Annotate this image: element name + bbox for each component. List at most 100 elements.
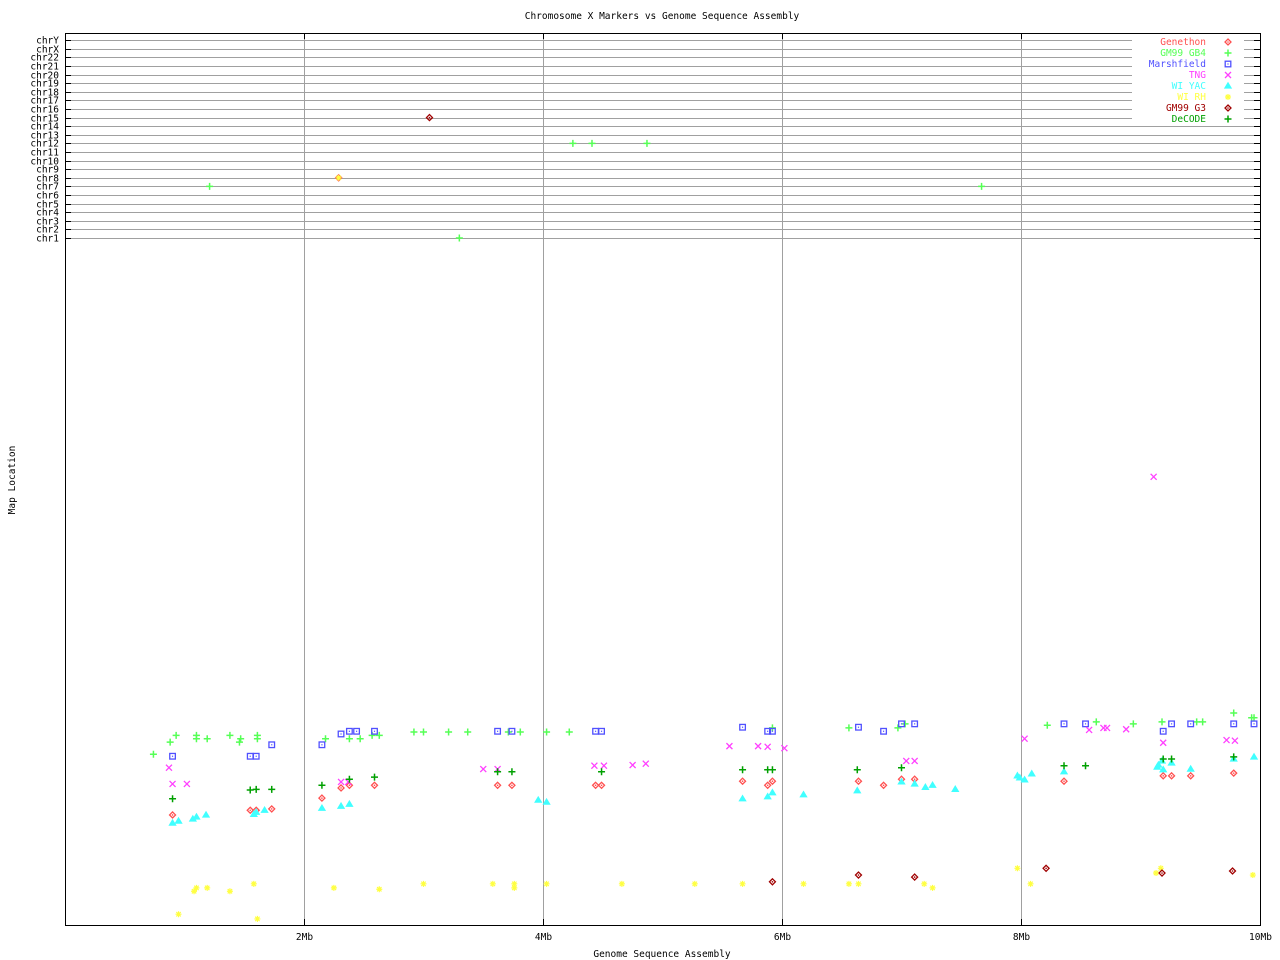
point-wi-rh [254, 915, 261, 922]
point-wi-yac [336, 801, 346, 809]
axes: chr1chr2chr3chr4chr5chr6chr7chr8chr9chr1… [30, 33, 1272, 943]
y-tick-label: chr17 [30, 96, 59, 107]
y-tick-label: chr11 [30, 148, 59, 159]
point-wi-rh-chr8 [335, 174, 342, 181]
point-gm99-gb4-chr12 [588, 139, 596, 147]
point-wi-rh [1157, 865, 1164, 872]
point-tng [902, 757, 910, 765]
point-decode [768, 766, 776, 774]
point-decode [268, 785, 276, 793]
legend-bg [1132, 48, 1244, 59]
point-wi-rh [543, 880, 550, 887]
point-wi-yac [317, 803, 327, 811]
y-tick-label: chr9 [36, 165, 59, 176]
legend-entry-genethon: Genethon [1160, 37, 1206, 48]
point-genethon [763, 781, 772, 790]
point-wi-rh [618, 880, 625, 887]
point-gm99-gb4 [356, 735, 364, 743]
point-tng [600, 762, 608, 770]
point-tng [1150, 473, 1158, 481]
point-marshfield [739, 723, 747, 731]
point-decode [1230, 753, 1238, 761]
point-marshfield [911, 720, 919, 728]
legend-marker-marshfield [1224, 60, 1232, 68]
data-points [149, 113, 1259, 922]
point-marshfield [345, 727, 353, 735]
point-gm99-gb4 [1230, 709, 1238, 717]
point-decode [252, 785, 260, 793]
point-tng [1159, 739, 1167, 747]
point-tng [165, 764, 173, 772]
point-tng [590, 762, 598, 770]
y-tick-label: chr2 [36, 225, 59, 236]
grid [65, 33, 1260, 925]
point-wi-yac [897, 777, 906, 785]
point-wi-rh [845, 880, 852, 887]
point-genethon [591, 781, 600, 790]
point-wi-yac [1059, 767, 1069, 775]
point-gm99-gb4 [1250, 714, 1258, 722]
point-gm99-gb4 [845, 724, 853, 732]
y-tick-label: chr13 [30, 131, 59, 142]
point-tng [1021, 735, 1029, 743]
legend-entry-gm99-g3: GM99 G3 [1166, 103, 1206, 114]
point-wi-rh [1014, 865, 1021, 872]
y-tick-label: chr1 [36, 234, 59, 245]
point-marshfield [268, 741, 276, 749]
point-wi-yac [201, 810, 211, 818]
y-tick-label: chr10 [30, 157, 59, 168]
point-gm99-gb4 [1092, 718, 1100, 726]
y-tick-label: chr5 [36, 200, 59, 211]
legend-marker-decode [1224, 115, 1232, 123]
point-gm99-gb4 [420, 728, 427, 736]
point-genethon [1159, 771, 1168, 780]
point-genethon [1229, 769, 1238, 778]
legend-entry-decode: DeCODE [1172, 114, 1207, 125]
point-decode [494, 768, 502, 776]
y-tick-label: chr22 [30, 53, 59, 64]
y-tick-label: chrY [36, 36, 59, 47]
point-wi-yac [763, 792, 772, 800]
point-wi-rh [226, 888, 233, 895]
y-tick-label: chrX [36, 45, 59, 56]
point-marshfield [1187, 720, 1195, 728]
y-tick-label: chr16 [30, 105, 59, 116]
point-tng [1103, 724, 1111, 732]
point-wi-yac [738, 794, 747, 802]
point-marshfield [252, 752, 260, 760]
point-marshfield [855, 723, 862, 731]
point-wi-rh [420, 880, 427, 887]
point-genethon [854, 777, 863, 786]
point-tng [1223, 736, 1230, 744]
point-gm99-gb4 [410, 728, 418, 736]
point-genethon [318, 794, 326, 803]
point-genethon [370, 781, 379, 790]
point-wi-yac [168, 818, 177, 826]
legend-bg [1132, 103, 1244, 114]
point-marshfield [898, 720, 905, 728]
legend-marker-tng [1224, 71, 1232, 79]
point-gm99-g3 [1158, 869, 1166, 877]
point-wi-yac [1186, 764, 1195, 772]
point-marshfield [1168, 720, 1176, 728]
point-gm99-gb4-chr7 [978, 182, 986, 190]
x-tick-label: 10Mb [1249, 932, 1272, 943]
legend-marker-genethon [1224, 38, 1232, 46]
point-decode [598, 768, 606, 776]
point-decode [1168, 755, 1176, 763]
point-marshfield [1082, 720, 1089, 728]
point-wi-yac [928, 781, 937, 788]
point-gm99-gb4 [464, 728, 472, 736]
point-gm99-g3-chr15 [425, 113, 434, 122]
point-tng [337, 778, 345, 786]
y-tick-label: chr7 [36, 182, 59, 193]
point-decode [898, 764, 905, 772]
point-decode [1159, 755, 1167, 763]
point-genethon [1060, 777, 1068, 786]
point-gm99-gb4 [1043, 721, 1051, 729]
x-axis-label: Genome Sequence Assembly [593, 949, 731, 960]
point-tng [780, 744, 788, 752]
y-tick-label: chr20 [30, 71, 59, 82]
y-tick-label: chr19 [30, 79, 59, 90]
